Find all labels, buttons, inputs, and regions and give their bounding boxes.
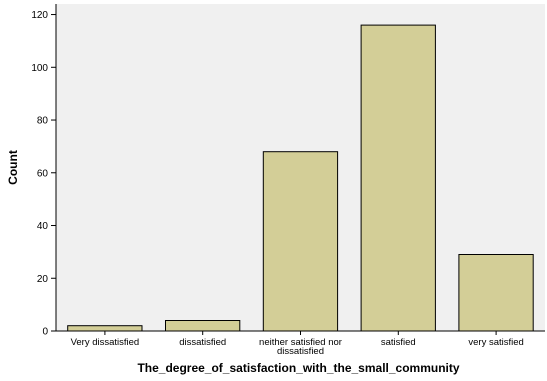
x-axis-title: The_degree_of_satisfaction_with_the_smal… <box>137 361 459 375</box>
y-tick-label-4: 80 <box>37 116 49 127</box>
y-axis-title: Count <box>6 150 20 185</box>
x-tick-label-3: satisfied <box>381 337 416 348</box>
y-tick-label-0: 0 <box>42 327 48 338</box>
bars <box>67 24 534 332</box>
bar-2 <box>262 151 339 332</box>
y-axis-ticks: 0 20 40 60 80 100 120 <box>31 10 56 338</box>
x-tick-label-1: dissatisfied <box>179 337 226 348</box>
y-tick-label-5: 100 <box>31 63 48 74</box>
x-tick-label-4: very satisfied <box>468 337 523 348</box>
bar-1 <box>165 320 241 332</box>
y-tick-label-6: 120 <box>31 10 48 21</box>
x-tick-label-0: Very dissatisfied <box>71 337 140 348</box>
x-tick-label-2: neither satisfied nor dissatisfied <box>259 337 342 357</box>
bar-3 <box>360 24 436 332</box>
x-axis-category-labels: Very dissatisfied dissatisfied neither sat… <box>71 331 524 357</box>
y-tick-label-3: 60 <box>37 168 49 179</box>
bar-4 <box>458 254 534 332</box>
y-tick-label-2: 40 <box>37 221 49 232</box>
y-tick-label-1: 20 <box>37 274 49 285</box>
bar-0 <box>67 325 143 332</box>
